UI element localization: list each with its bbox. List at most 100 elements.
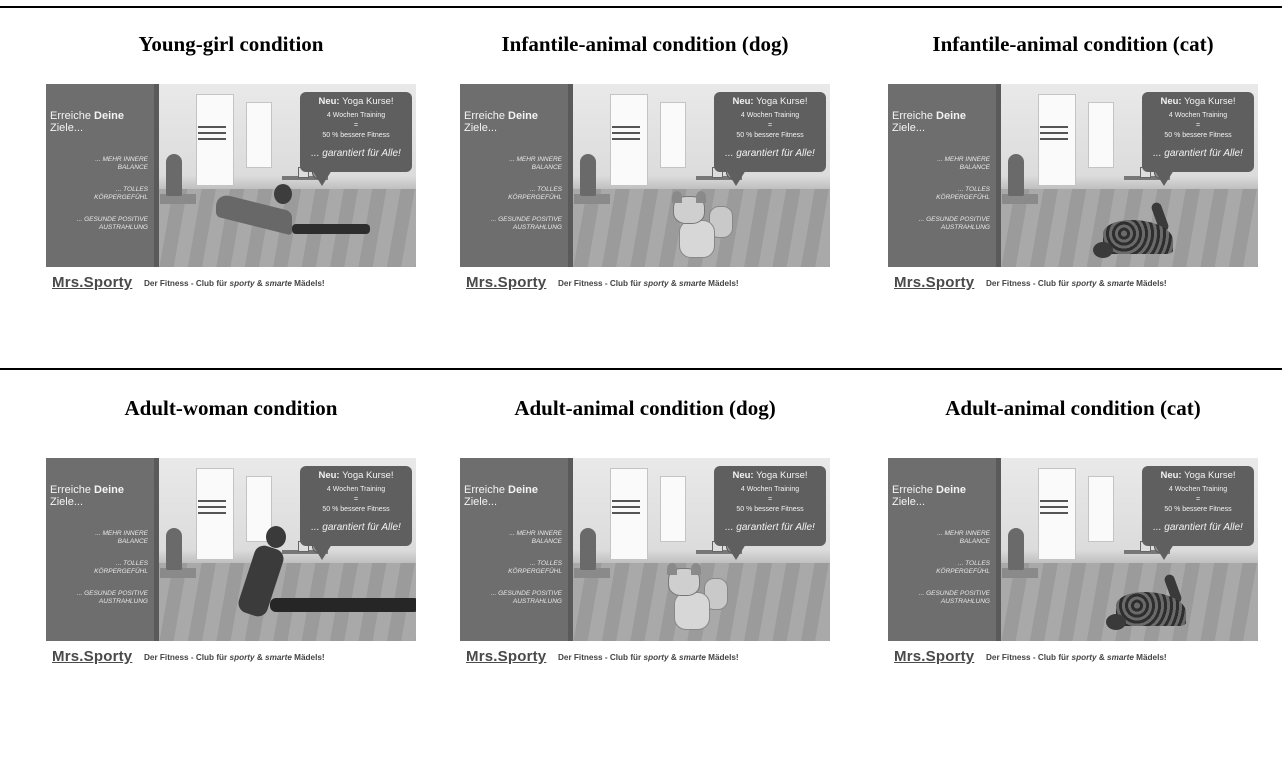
- headline-prefix: Erreiche: [50, 484, 95, 496]
- window: [610, 94, 648, 186]
- bubble-tail: [1154, 170, 1174, 186]
- benefit-1-line-2: BALANCE: [117, 164, 148, 171]
- window-blind: [612, 512, 640, 514]
- condition-panel: Adult-animal condition (dog) Erreiche De…: [440, 396, 850, 696]
- mrs-sporty-logo: Mrs.Sporty: [52, 648, 133, 665]
- slogan-and: &: [254, 279, 266, 288]
- condition-title: Adult-animal condition (dog): [514, 396, 776, 420]
- slogan-prefix: Der Fitness - Club für: [558, 653, 644, 662]
- headline-prefix: Erreiche: [50, 110, 95, 122]
- buddha-statue: [580, 528, 596, 570]
- buddha-statue: [166, 154, 182, 196]
- ad-slogan: Der Fitness - Club für sporty & smarte M…: [144, 653, 325, 662]
- buddha-statue: [166, 528, 182, 570]
- ad-slogan: Der Fitness - Club für sporty & smarte M…: [144, 279, 325, 288]
- benefit-2-line-1: ... TOLLES: [529, 186, 562, 193]
- window-blind: [198, 126, 226, 128]
- bubble-tagline: ... garantiert für Alle!: [725, 148, 815, 159]
- puppy-figure: [665, 191, 735, 262]
- bubble-line-3: 50 % bessere Fitness: [736, 132, 804, 139]
- window-blind: [612, 506, 640, 508]
- bubble-line-3: 50 % bessere Fitness: [1164, 132, 1232, 139]
- benefit-1-line-1: ... MEHR INNERE: [95, 530, 148, 537]
- ad-image: Erreiche Deine Ziele... ... MEHR INNERE B…: [46, 84, 416, 302]
- ad-scene: Erreiche Deine Ziele... ... MEHR INNERE B…: [46, 84, 416, 267]
- headline-rest: Ziele...: [50, 122, 84, 134]
- window-blind: [198, 512, 226, 514]
- benefit-3-line-1: ... GESUNDE POSITIVE: [918, 216, 990, 223]
- window-blind: [1040, 138, 1068, 140]
- benefit-1-line-2: BALANCE: [959, 164, 990, 171]
- benefit-3-line-1: ... GESUNDE POSITIVE: [76, 216, 148, 223]
- headline-rest: Ziele...: [50, 496, 84, 508]
- headline-bold: Deine: [936, 110, 966, 122]
- condition-title: Infantile-animal condition (cat): [932, 32, 1214, 56]
- window: [1088, 102, 1114, 168]
- benefit-1: ... MEHR INNERE BALANCE: [890, 530, 990, 546]
- slogan-prefix: Der Fitness - Club für: [986, 279, 1072, 288]
- bubble-title: Neu: Yoga Kurse!: [714, 96, 826, 107]
- bubble-tail: [1154, 544, 1174, 560]
- condition-title: Infantile-animal condition (dog): [501, 32, 789, 56]
- benefit-1: ... MEHR INNERE BALANCE: [462, 530, 562, 546]
- slogan-smarte: smarte: [1107, 279, 1134, 288]
- benefit-2-line-1: ... TOLLES: [115, 186, 148, 193]
- dog-body: [674, 592, 710, 630]
- benefit-3: ... GESUNDE POSITIVE AUSTRAHLUNG: [48, 590, 148, 606]
- bubble-line-2: =: [767, 122, 773, 129]
- mrs-sporty-logo: Mrs.Sporty: [466, 274, 547, 291]
- bubble-line-1: 4 Wochen Training: [326, 112, 386, 119]
- bubble-title-text: Yoga Kurse!: [1181, 96, 1236, 107]
- girl-head: [274, 184, 292, 204]
- bubble-line-1: 4 Wochen Training: [1168, 112, 1228, 119]
- bubble-bold: Neu:: [732, 96, 754, 107]
- window: [1038, 94, 1076, 186]
- ad-side-panel: Erreiche Deine Ziele... ... MEHR INNERE B…: [460, 458, 568, 641]
- benefit-2-line-1: ... TOLLES: [957, 560, 990, 567]
- benefit-2-line-2: KÖRPERGEFÜHL: [94, 568, 148, 575]
- side-table: [696, 176, 742, 180]
- benefit-3-line-1: ... GESUNDE POSITIVE: [490, 216, 562, 223]
- benefit-3-line-2: AUSTRAHLUNG: [98, 598, 148, 605]
- bubble-line-3: 50 % bessere Fitness: [1164, 506, 1232, 513]
- buddha-statue: [1008, 154, 1024, 196]
- bench: [1002, 568, 1038, 578]
- side-table: [1124, 176, 1170, 180]
- benefit-3: ... GESUNDE POSITIVE AUSTRAHLUNG: [462, 590, 562, 606]
- benefit-2: ... TOLLES KÖRPERGEFÜHL: [890, 186, 990, 202]
- slogan-sporty: sporty: [643, 653, 669, 662]
- dog-head: [667, 563, 701, 596]
- slogan-and: &: [1096, 653, 1108, 662]
- bubble-line-1: 4 Wochen Training: [740, 112, 800, 119]
- bubble-tail: [726, 170, 746, 186]
- panel-divider: [154, 458, 159, 641]
- benefit-3-line-2: AUSTRAHLUNG: [940, 224, 990, 231]
- benefit-1-line-1: ... MEHR INNERE: [95, 156, 148, 163]
- ad-footer: Mrs.Sporty Der Fitness - Club für sporty…: [888, 644, 1258, 676]
- buddha-statue: [580, 154, 596, 196]
- puppy-ear: [696, 191, 706, 203]
- slogan-and: &: [668, 279, 680, 288]
- bubble-tagline: ... garantiert für Alle!: [725, 522, 815, 533]
- side-table: [696, 550, 742, 554]
- condition-panel: Young-girl condition Erreiche Deine Ziel…: [26, 32, 436, 332]
- ad-slogan: Der Fitness - Club für sporty & smarte M…: [558, 279, 739, 288]
- bubble-bold: Neu:: [732, 470, 754, 481]
- panel-divider: [154, 84, 159, 267]
- ad-side-panel: Erreiche Deine Ziele... ... MEHR INNERE B…: [888, 458, 996, 641]
- window: [196, 468, 234, 560]
- benefit-2-line-1: ... TOLLES: [115, 560, 148, 567]
- bubble-line-1: 4 Wochen Training: [740, 486, 800, 493]
- benefit-3-line-2: AUSTRAHLUNG: [512, 598, 562, 605]
- slogan-suffix: Mädels!: [291, 279, 325, 288]
- bubble-line-2: =: [767, 496, 773, 503]
- woman-legs: [270, 598, 416, 612]
- panel-divider: [568, 458, 573, 641]
- puppy-ear: [672, 191, 682, 203]
- benefit-3-line-1: ... GESUNDE POSITIVE: [490, 590, 562, 597]
- headline-prefix: Erreiche: [892, 110, 937, 122]
- slogan-sporty: sporty: [229, 653, 255, 662]
- bubble-line-1: 4 Wochen Training: [1168, 486, 1228, 493]
- window: [1088, 476, 1114, 542]
- speech-bubble: Neu: Yoga Kurse! 4 Wochen Training = 50 …: [1142, 466, 1254, 560]
